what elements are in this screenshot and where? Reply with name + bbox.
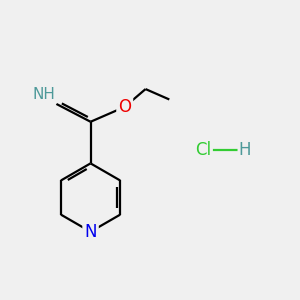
Text: O: O	[118, 98, 131, 116]
Text: N: N	[84, 223, 97, 241]
Text: H: H	[239, 141, 251, 159]
Text: Cl: Cl	[195, 141, 212, 159]
Text: NH: NH	[32, 87, 55, 102]
